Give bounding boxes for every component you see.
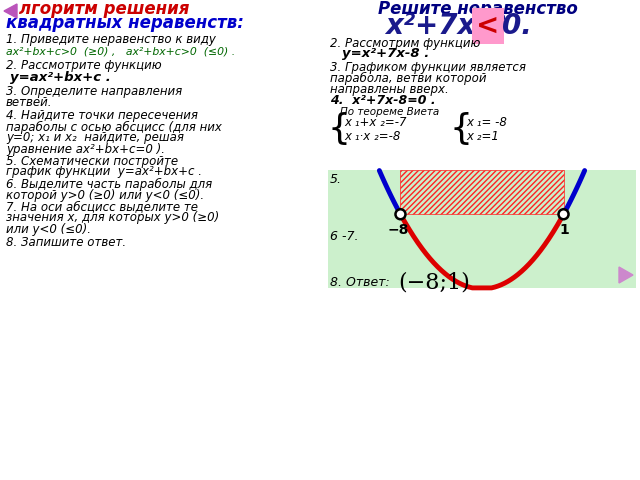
Text: 8. Запишите ответ.: 8. Запишите ответ. [6, 236, 126, 249]
Text: лгоритм решения: лгоритм решения [19, 0, 189, 18]
Text: уравнение ax²+bx+c=0 ).: уравнение ax²+bx+c=0 ). [6, 143, 165, 156]
Text: параболы с осью абсцисс (для них: параболы с осью абсцисс (для них [6, 120, 222, 133]
Text: 5. Схематически постройте: 5. Схематически постройте [6, 155, 178, 168]
Text: 1: 1 [559, 223, 570, 237]
Text: y=x²+7x-8 .: y=x²+7x-8 . [342, 48, 429, 60]
Text: 8. Ответ:: 8. Ответ: [330, 276, 390, 288]
Text: которой y>0 (≥0) или y<0 (≤0).: которой y>0 (≥0) или y<0 (≤0). [6, 189, 204, 202]
Text: 6 -7.: 6 -7. [330, 230, 358, 243]
Text: 0.: 0. [502, 12, 532, 40]
Text: 3. Графиком функции является: 3. Графиком функции является [330, 60, 526, 73]
Text: {: { [328, 112, 351, 146]
Text: 3. Определите направления: 3. Определите направления [6, 85, 182, 98]
Text: 1. Приведите неравенство к виду: 1. Приведите неравенство к виду [6, 33, 216, 46]
Polygon shape [619, 267, 633, 283]
Text: x ₁·x ₂=-8: x ₁·x ₂=-8 [344, 130, 401, 143]
Text: парабола, ветви которой: парабола, ветви которой [330, 72, 486, 84]
Text: {: { [450, 112, 473, 146]
Text: y=0; x₁ и x₂  найдите, решая: y=0; x₁ и x₂ найдите, решая [6, 132, 184, 144]
Text: Решите неравенство: Решите неравенство [378, 0, 578, 18]
Text: 5.: 5. [330, 173, 342, 186]
Text: −8: −8 [388, 223, 409, 237]
Text: 4.  x²+7x-8=0 .: 4. x²+7x-8=0 . [330, 95, 436, 108]
Text: По теореме Виета: По теореме Виета [340, 107, 439, 117]
Circle shape [396, 209, 406, 219]
Text: значения x, для которых y>0 (≥0): значения x, для которых y>0 (≥0) [6, 212, 220, 225]
Polygon shape [4, 4, 17, 18]
Text: x ₁= -8: x ₁= -8 [466, 116, 507, 129]
Text: (−8;1): (−8;1) [398, 272, 470, 294]
Text: или y<0 (≤0).: или y<0 (≤0). [6, 223, 91, 236]
Text: <: < [476, 12, 500, 40]
Text: направлены вверх.: направлены вверх. [330, 83, 449, 96]
Text: y=ax²+bx+c .: y=ax²+bx+c . [10, 72, 111, 84]
Text: x²+7x-8: x²+7x-8 [385, 12, 506, 40]
Text: квадратных неравенств:: квадратных неравенств: [6, 14, 244, 32]
Text: x ₂=1: x ₂=1 [466, 130, 499, 143]
Text: ветвей.: ветвей. [6, 96, 52, 109]
Circle shape [559, 209, 568, 219]
Text: 4. Найдите точки пересечения: 4. Найдите точки пересечения [6, 109, 198, 122]
Text: 2. Рассмотрим функцию: 2. Рассмотрим функцию [330, 36, 481, 49]
Text: 7. На оси абсцисс выделите те: 7. На оси абсцисс выделите те [6, 201, 198, 214]
Text: ax²+bx+c>0  (≥0) ,   ax²+bx+c>0  (≤0) .: ax²+bx+c>0 (≥0) , ax²+bx+c>0 (≤0) . [6, 46, 236, 56]
Bar [401, 170, 564, 214]
Text: график функции  y=ax²+bx+c .: график функции y=ax²+bx+c . [6, 166, 202, 179]
Text: x ₁+x ₂=-7: x ₁+x ₂=-7 [344, 116, 406, 129]
Text: 2. Рассмотрите функцию: 2. Рассмотрите функцию [6, 60, 162, 72]
Text: 6. Выделите часть параболы для: 6. Выделите часть параболы для [6, 178, 212, 191]
Bar [328, 170, 636, 288]
